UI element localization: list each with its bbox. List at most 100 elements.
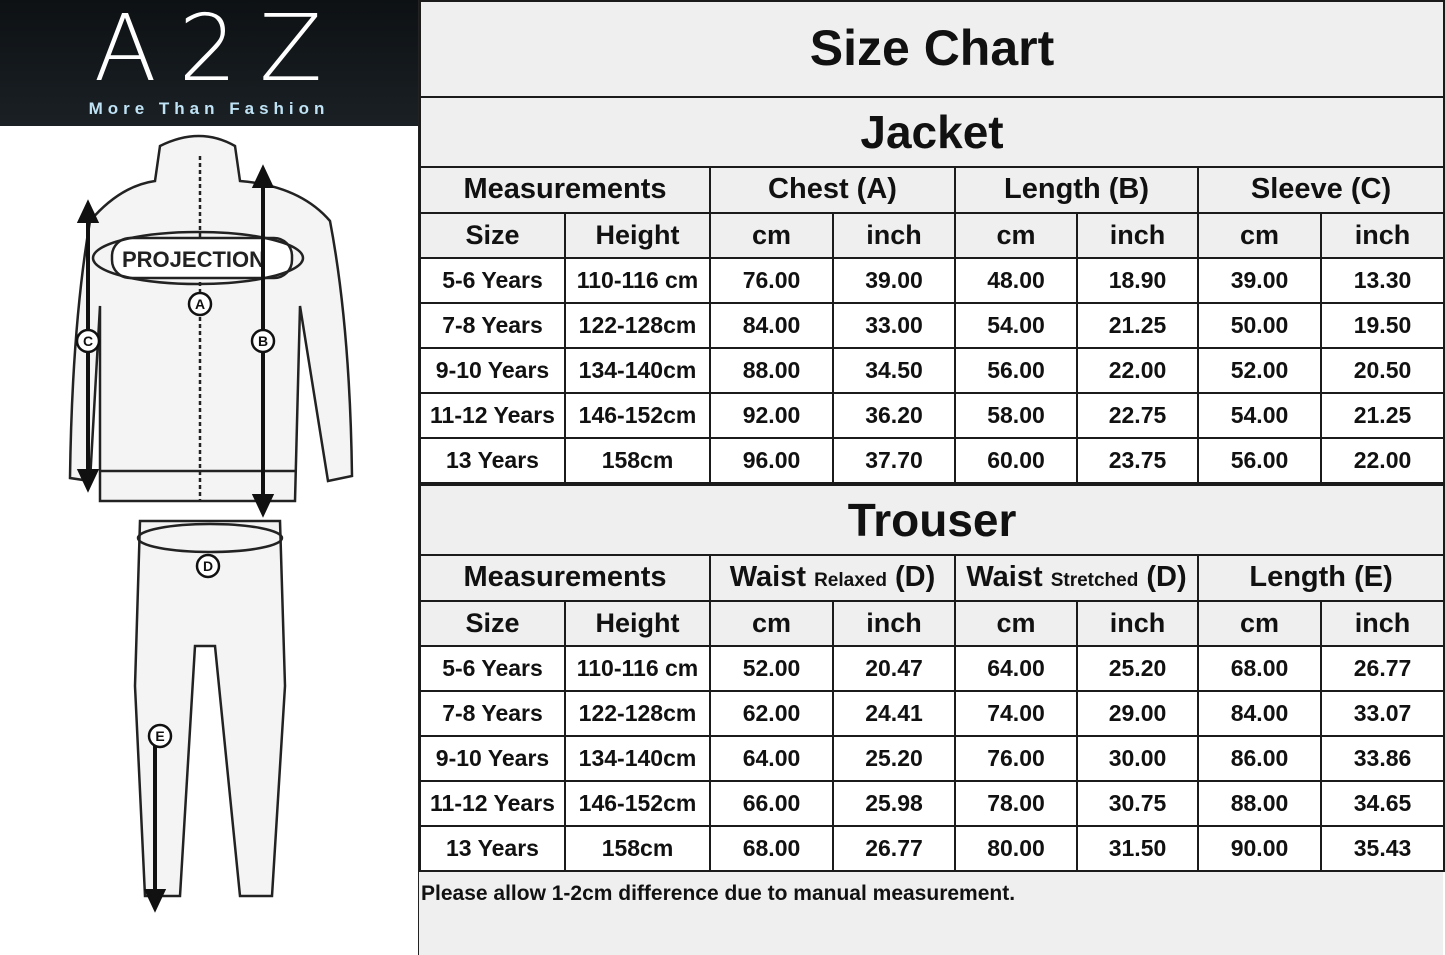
measurement-markers <box>75 291 276 749</box>
table-cell: 80.00 <box>954 825 1078 872</box>
jacket-drawing: PROJECTION <box>68 134 354 503</box>
page-title: Size Chart <box>418 0 1445 98</box>
table-cell: 30.75 <box>1076 780 1199 827</box>
column-subheader: cm <box>1197 600 1322 647</box>
table-cell: 90.00 <box>1197 825 1322 872</box>
table-cell: 33.86 <box>1319 735 1445 782</box>
table-cell: 64.00 <box>709 735 834 782</box>
brand-logo: A2Z More Than Fashion <box>0 0 418 126</box>
table-cell: 158cm <box>564 437 711 484</box>
table-cell: 18.90 <box>1076 257 1199 304</box>
jacket-title: Jacket <box>418 96 1445 168</box>
table-cell: 39.00 <box>832 257 956 304</box>
table-cell: 50.00 <box>1197 302 1322 349</box>
table-cell: 25.20 <box>832 735 956 782</box>
table-cell: 86.00 <box>1197 735 1322 782</box>
table-cell: 5-6 Years <box>419 645 566 692</box>
table-cell: 84.00 <box>1197 690 1322 737</box>
table-cell: 22.00 <box>1076 347 1199 394</box>
table-cell: 76.00 <box>709 257 834 304</box>
column-subheader: cm <box>709 600 834 647</box>
table-cell: 29.00 <box>1076 690 1199 737</box>
table-cell: 20.47 <box>832 645 956 692</box>
column-subheader: cm <box>1197 212 1322 259</box>
group-qualifier: Relaxed <box>814 570 887 592</box>
table-cell: 34.65 <box>1319 780 1445 827</box>
table-cell: 24.41 <box>832 690 956 737</box>
column-subheader: Size <box>419 600 566 647</box>
table-cell: 20.50 <box>1319 347 1445 394</box>
table-row: 11-12 Years 146-152cm 66.00 25.98 78.00 30.75… <box>419 780 1445 827</box>
table-cell: 23.75 <box>1076 437 1199 484</box>
column-group-header: Sleeve (C) <box>1196 166 1445 214</box>
column-subheader: inch <box>832 212 956 259</box>
column-group-header: Waist Stretched (D) <box>954 554 1199 602</box>
column-subheader: inch <box>1076 600 1199 647</box>
table-cell: 34.50 <box>832 347 956 394</box>
table-cell: 9-10 Years <box>419 735 566 782</box>
table-row: 7-8 Years 122-128cm 84.00 33.00 54.00 21.25 50… <box>419 302 1445 349</box>
column-subheader: Size <box>419 212 566 259</box>
table-cell: 84.00 <box>709 302 834 349</box>
column-subheader: cm <box>954 212 1078 259</box>
left-panel: A2Z More Than Fashion PROJECTION A C <box>0 0 420 955</box>
group-label: Waist <box>966 561 1043 594</box>
table-cell: 110-116 cm <box>564 257 711 304</box>
table-cell: 146-152cm <box>564 780 711 827</box>
column-subheader: inch <box>1319 212 1445 259</box>
table-cell: 36.20 <box>832 392 956 439</box>
table-row: 5-6 Years 110-116 cm 52.00 20.47 64.00 25.20 6… <box>419 645 1445 692</box>
table-row: 9-10 Years 134-140cm 88.00 34.50 56.00 22.00 5… <box>419 347 1445 394</box>
table-cell: 88.00 <box>1197 780 1322 827</box>
table-cell: 134-140cm <box>564 347 711 394</box>
table-cell: 35.43 <box>1319 825 1445 872</box>
table-cell: 13.30 <box>1319 257 1445 304</box>
column-group-header: Length (E) <box>1196 554 1445 602</box>
table-cell: 122-128cm <box>564 302 711 349</box>
column-group-header: Length (B) <box>954 166 1199 214</box>
column-subheader: cm <box>709 212 834 259</box>
table-cell: 110-116 cm <box>564 645 711 692</box>
table-cell: 13 Years <box>419 825 566 872</box>
table-cell: 58.00 <box>954 392 1078 439</box>
table-cell: 88.00 <box>709 347 834 394</box>
table-cell: 66.00 <box>709 780 834 827</box>
column-group-header: Waist Relaxed (D) <box>709 554 956 602</box>
trouser-drawing <box>133 519 287 898</box>
table-row: 13 Years 158cm 68.00 26.77 80.00 31.50 90.00 35… <box>419 825 1445 872</box>
column-group-header: Measurements <box>419 166 711 214</box>
table-cell: 31.50 <box>1076 825 1199 872</box>
table-cell: 21.25 <box>1319 392 1445 439</box>
group-code: (D) <box>895 561 936 594</box>
trouser-title: Trouser <box>418 484 1445 556</box>
table-cell: 11-12 Years <box>419 392 566 439</box>
table-cell: 7-8 Years <box>419 302 566 349</box>
table-cell: 158cm <box>564 825 711 872</box>
column-group-header: Measurements <box>419 554 711 602</box>
table-cell: 68.00 <box>1197 645 1322 692</box>
table-cell: 54.00 <box>954 302 1078 349</box>
table-cell: 33.07 <box>1319 690 1445 737</box>
table-cell: 33.00 <box>832 302 956 349</box>
table-cell: 21.25 <box>1076 302 1199 349</box>
column-subheader: inch <box>1076 212 1199 259</box>
table-cell: 39.00 <box>1197 257 1322 304</box>
column-subheader: cm <box>954 600 1078 647</box>
table-cell: 62.00 <box>709 690 834 737</box>
table-cell: 9-10 Years <box>419 347 566 394</box>
table-cell: 7-8 Years <box>419 690 566 737</box>
table-cell: 26.77 <box>1319 645 1445 692</box>
table-cell: 13 Years <box>419 437 566 484</box>
table-cell: 22.00 <box>1319 437 1445 484</box>
table-cell: 56.00 <box>1197 437 1322 484</box>
table-cell: 11-12 Years <box>419 780 566 827</box>
table-row: 13 Years 158cm 96.00 37.70 60.00 23.75 56.00 22… <box>419 437 1445 484</box>
size-chart: Size Chart Jacket Measurements Chest (A) L… <box>418 0 1445 955</box>
table-row: 11-12 Years 146-152cm 92.00 36.20 58.00 22.75… <box>419 392 1445 439</box>
marker-a: A <box>195 296 205 312</box>
marker-b: B <box>258 333 268 349</box>
table-row: 9-10 Years 134-140cm 64.00 25.20 76.00 30.00 8… <box>419 735 1445 782</box>
garment-illustration: PROJECTION A C B D E <box>68 134 354 913</box>
table-cell: 37.70 <box>832 437 956 484</box>
table-cell: 60.00 <box>954 437 1078 484</box>
